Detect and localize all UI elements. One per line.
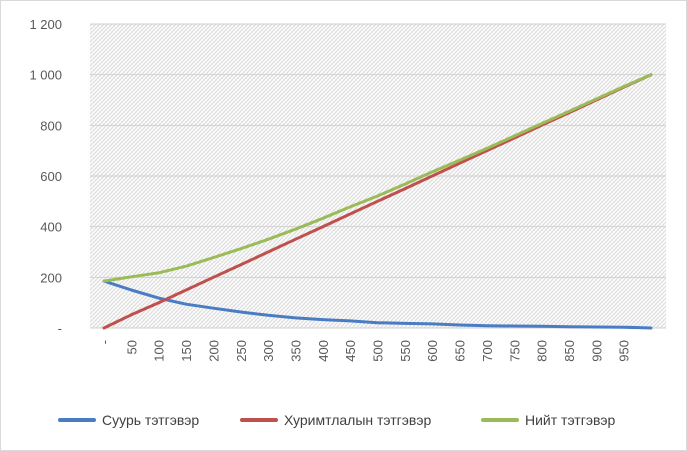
series-line-0 — [102, 279, 653, 330]
series-line-2 — [102, 73, 653, 283]
legend-item-accumulated-pension[interactable]: Хуримтлалын тэтгэвэр — [240, 408, 431, 432]
x-tick-label: 200 — [206, 340, 221, 362]
legend-item-base-pension[interactable]: Суурь тэтгэвэр — [58, 408, 199, 432]
legend-label: Хуримтлалын тэтгэвэр — [284, 412, 432, 428]
legend: Суурь тэтгэвэр Хуримтлалын тэтгэвэр Нийт… — [0, 408, 687, 432]
y-tick-label: 1 000 — [29, 68, 62, 83]
y-tick-label: - — [58, 321, 62, 336]
legend-item-total-pension[interactable]: Нийт тэтгэвэр — [481, 408, 615, 432]
x-tick-label: 900 — [589, 340, 604, 362]
x-tick-label: 100 — [152, 340, 167, 362]
gridlines — [90, 23, 666, 329]
x-tick-label: 800 — [535, 340, 550, 362]
y-tick-label: 400 — [40, 220, 62, 235]
y-tick-label: 600 — [40, 169, 62, 184]
x-tick-label: 250 — [234, 340, 249, 362]
x-tick-label: - — [97, 340, 112, 344]
x-tick-label: 600 — [425, 340, 440, 362]
legend-swatch — [58, 418, 96, 422]
x-tick-label: 300 — [261, 340, 276, 362]
y-tick-label: 800 — [40, 118, 62, 133]
x-tick-label: 150 — [179, 340, 194, 362]
x-tick-label: 750 — [507, 340, 522, 362]
x-tick-label: 700 — [480, 340, 495, 362]
x-tick-label: 500 — [371, 340, 386, 362]
x-tick-label: 450 — [343, 340, 358, 362]
legend-swatch — [240, 418, 278, 422]
y-tick-label: 1 200 — [29, 17, 62, 32]
x-tick-label: 50 — [124, 340, 139, 354]
legend-label: Нийт тэтгэвэр — [525, 412, 616, 428]
y-tick-label: 200 — [40, 270, 62, 285]
x-tick-label: 550 — [398, 340, 413, 362]
series-lines — [102, 73, 653, 330]
x-axis: - 50 100 150 200 250 300 350 400 450 500 550 600 650 7… — [97, 340, 632, 362]
y-axis: - 200 400 600 800 1 000 1 200 — [29, 17, 62, 336]
x-tick-label: 400 — [316, 340, 331, 362]
x-tick-label: 950 — [617, 340, 632, 362]
x-tick-label: 850 — [562, 340, 577, 362]
legend-swatch — [481, 418, 519, 422]
legend-label: Суурь тэтгэвэр — [102, 412, 200, 428]
x-tick-label: 350 — [288, 340, 303, 362]
x-tick-label: 650 — [453, 340, 468, 362]
